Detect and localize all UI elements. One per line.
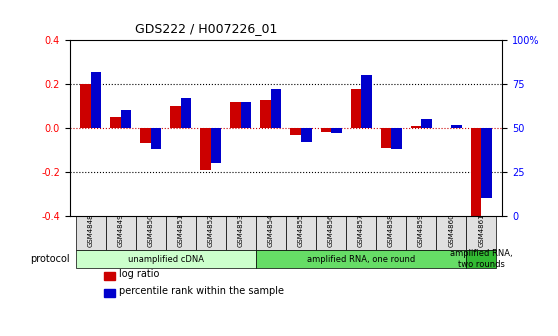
FancyBboxPatch shape <box>346 216 376 250</box>
Bar <box>211 128 222 163</box>
Text: GSM4859: GSM4859 <box>418 213 424 247</box>
FancyBboxPatch shape <box>166 216 196 250</box>
Bar <box>170 106 181 128</box>
Text: GSM4853: GSM4853 <box>238 213 244 247</box>
FancyBboxPatch shape <box>436 216 466 250</box>
FancyBboxPatch shape <box>226 216 256 250</box>
Text: log ratio: log ratio <box>119 269 160 280</box>
FancyBboxPatch shape <box>196 216 226 250</box>
Bar <box>271 89 281 128</box>
Text: GSM4848: GSM4848 <box>88 213 94 247</box>
FancyBboxPatch shape <box>106 216 136 250</box>
Text: GSM4860: GSM4860 <box>448 213 454 247</box>
Text: GDS222 / H007226_01: GDS222 / H007226_01 <box>134 22 277 35</box>
Bar <box>181 98 191 128</box>
Bar <box>361 75 372 128</box>
Text: GSM4861: GSM4861 <box>478 213 484 247</box>
FancyBboxPatch shape <box>286 216 316 250</box>
FancyBboxPatch shape <box>466 250 496 268</box>
FancyBboxPatch shape <box>466 216 496 250</box>
Bar <box>291 128 301 135</box>
FancyBboxPatch shape <box>76 250 256 268</box>
Text: GSM4857: GSM4857 <box>358 213 364 247</box>
Bar <box>140 128 151 143</box>
Text: GSM4851: GSM4851 <box>178 213 184 247</box>
Text: GSM4854: GSM4854 <box>268 213 274 247</box>
FancyBboxPatch shape <box>256 250 466 268</box>
Bar <box>80 84 91 128</box>
Text: GSM4849: GSM4849 <box>118 213 124 247</box>
FancyBboxPatch shape <box>256 216 286 250</box>
Bar <box>91 72 102 128</box>
Bar <box>320 128 331 132</box>
Bar <box>301 128 311 142</box>
Bar <box>470 128 481 220</box>
Bar <box>391 128 402 149</box>
Text: GSM4855: GSM4855 <box>298 213 304 247</box>
Text: GSM4850: GSM4850 <box>148 213 154 247</box>
Bar <box>151 128 161 149</box>
Bar <box>481 128 492 198</box>
Bar <box>411 126 421 128</box>
Text: unamplified cDNA: unamplified cDNA <box>128 255 204 264</box>
Bar <box>261 99 271 128</box>
Text: GSM4856: GSM4856 <box>328 213 334 247</box>
Text: amplified RNA,
two rounds: amplified RNA, two rounds <box>450 249 512 269</box>
Bar <box>104 289 115 297</box>
FancyBboxPatch shape <box>76 216 106 250</box>
Bar <box>200 128 211 170</box>
Bar <box>331 128 341 133</box>
Text: percentile rank within the sample: percentile rank within the sample <box>119 286 285 296</box>
Bar <box>451 125 461 128</box>
Text: amplified RNA, one round: amplified RNA, one round <box>307 255 415 264</box>
Bar <box>121 111 131 128</box>
Bar <box>350 89 361 128</box>
FancyBboxPatch shape <box>316 216 346 250</box>
Bar <box>110 117 121 128</box>
Bar <box>230 102 241 128</box>
FancyBboxPatch shape <box>406 216 436 250</box>
Text: protocol: protocol <box>30 254 70 264</box>
Bar <box>421 119 432 128</box>
Text: GSM4858: GSM4858 <box>388 213 394 247</box>
Text: GSM4852: GSM4852 <box>208 213 214 247</box>
Bar <box>104 272 115 280</box>
Bar <box>241 102 252 128</box>
FancyBboxPatch shape <box>136 216 166 250</box>
Bar <box>381 128 391 148</box>
FancyBboxPatch shape <box>376 216 406 250</box>
